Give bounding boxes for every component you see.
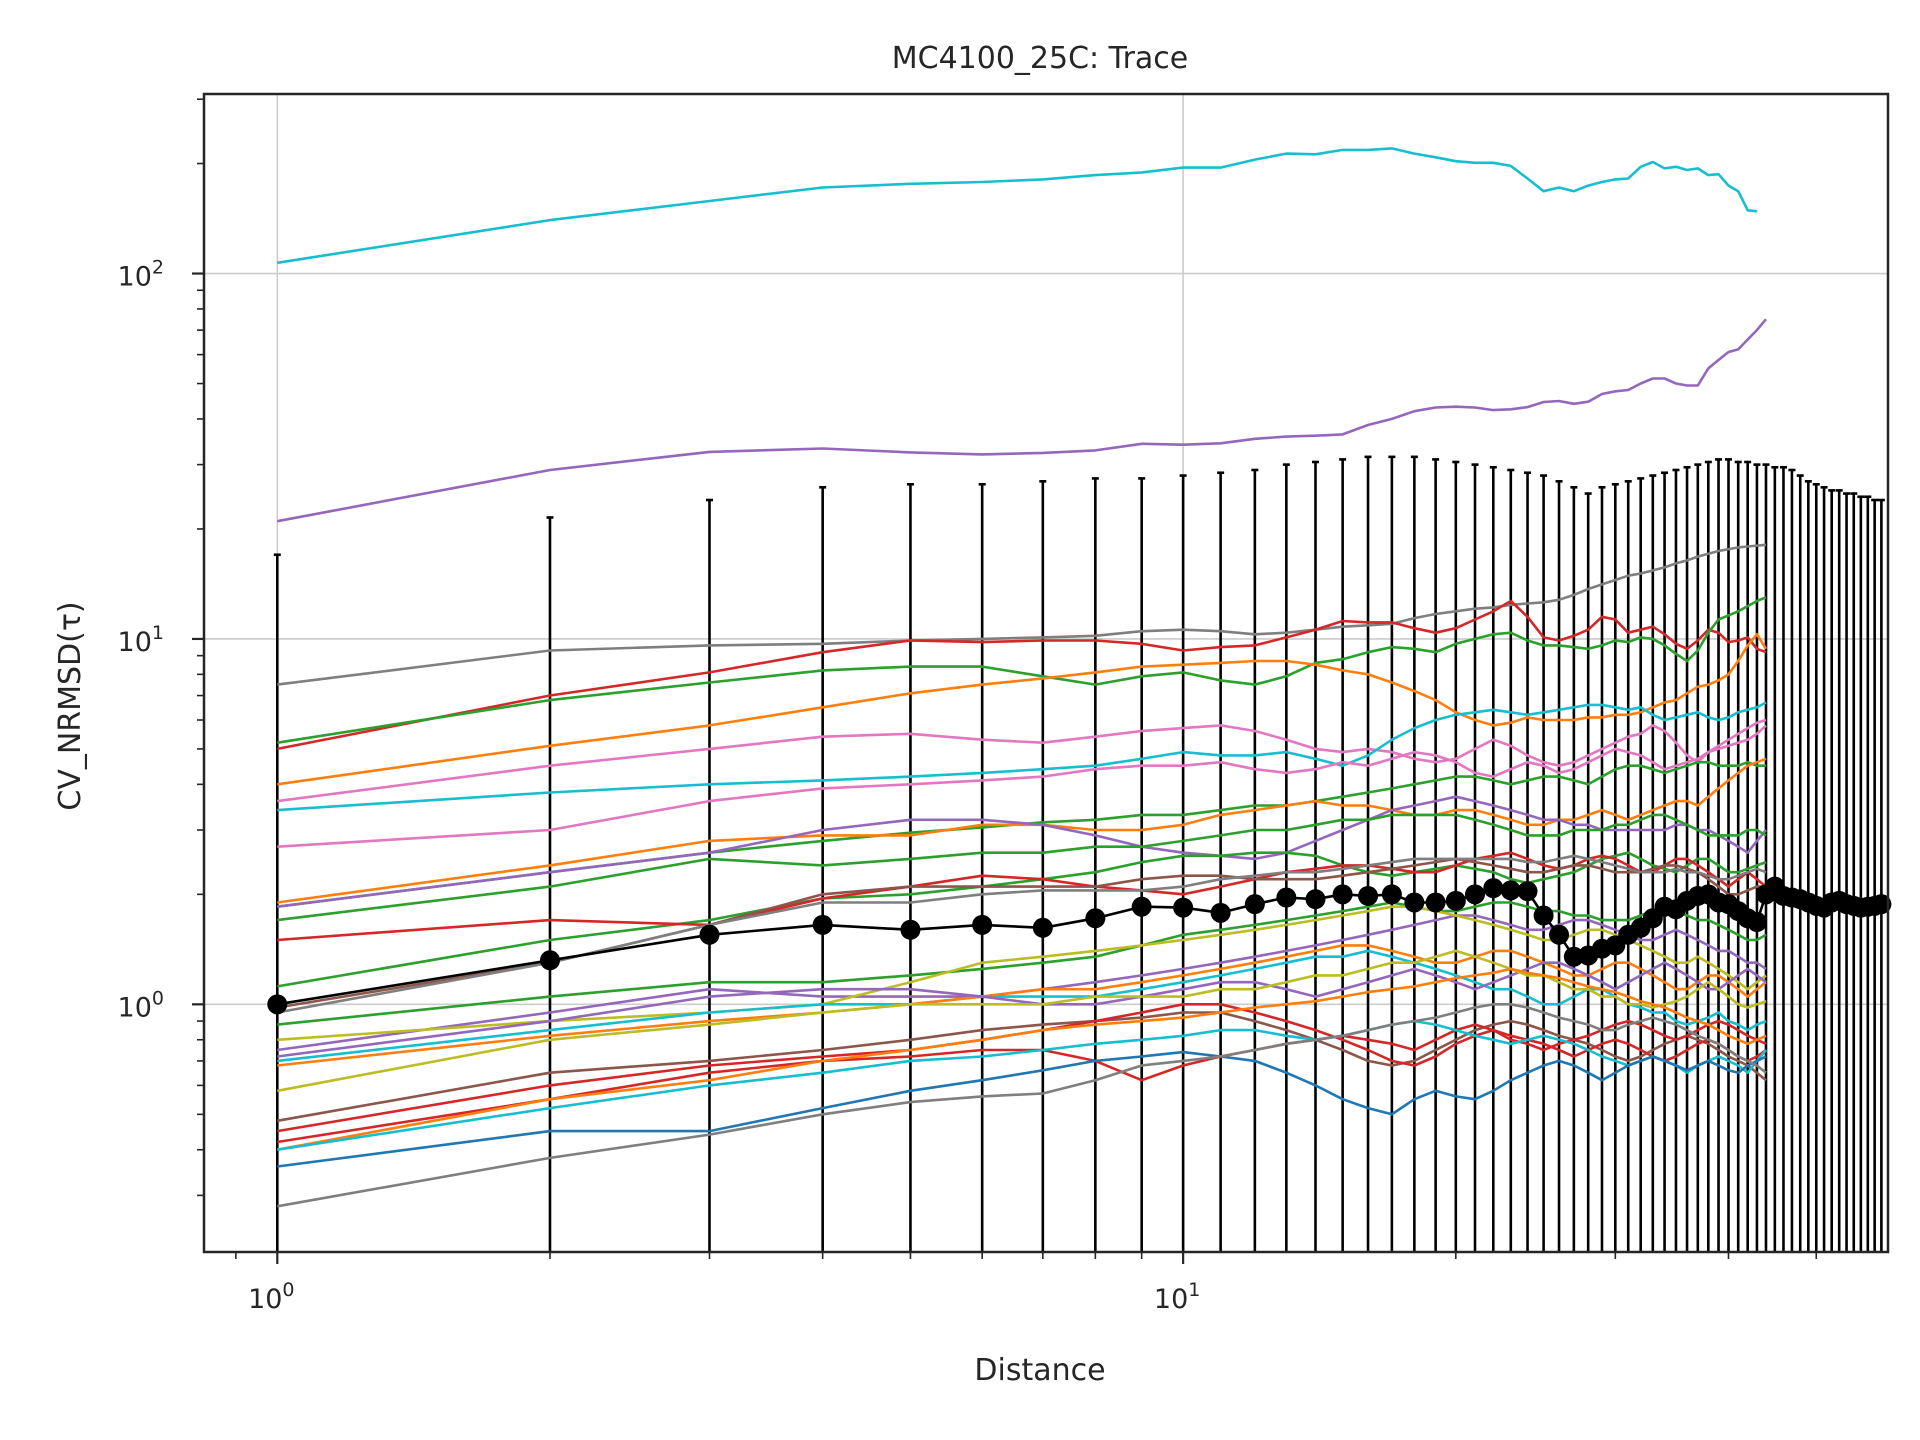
- series-line-19: [277, 914, 1767, 1052]
- mean-point: [900, 919, 921, 940]
- mean-point: [1549, 924, 1570, 945]
- series-line-1: [277, 147, 1758, 265]
- y-axis-label: CV_NRMSD(τ): [53, 601, 88, 810]
- mean-point: [1032, 917, 1053, 938]
- mean-series: [267, 876, 1892, 1015]
- series-line-6: [277, 632, 1768, 786]
- x-axis-label: Distance: [974, 1353, 1105, 1388]
- series-line-14: [277, 851, 1767, 988]
- mean-point: [972, 914, 993, 935]
- series-line-13: [277, 813, 1767, 922]
- y-tick-label: 102: [118, 257, 164, 293]
- mean-point: [1305, 889, 1326, 910]
- series-line-4: [277, 599, 1767, 751]
- series-line-17: [277, 854, 1767, 1014]
- series-line-9: [277, 724, 1767, 848]
- mean-point: [1465, 884, 1486, 905]
- mean-point: [1500, 880, 1521, 901]
- mean-point: [1425, 892, 1446, 913]
- mean-point: [1244, 894, 1265, 915]
- series-line-22: [277, 944, 1767, 1067]
- series-line-31: [277, 1002, 1767, 1208]
- mean-point: [267, 994, 288, 1015]
- x-tick-label: 100: [248, 1279, 294, 1315]
- series-line-26: [277, 1002, 1767, 1133]
- mean-point: [1404, 892, 1425, 913]
- mean-point: [1445, 890, 1466, 911]
- mean-point: [1517, 881, 1538, 902]
- mean-point: [1210, 902, 1231, 923]
- series-line-2: [277, 318, 1767, 523]
- mean-point: [1358, 885, 1379, 906]
- y-tick-label: 101: [118, 622, 164, 658]
- mean-point: [1131, 896, 1152, 917]
- mean-point: [1483, 878, 1504, 899]
- mean-point: [699, 924, 720, 945]
- series-line-11: [277, 757, 1767, 904]
- mean-point: [1871, 894, 1892, 915]
- mean-point: [1085, 908, 1106, 929]
- mean-point: [1173, 897, 1194, 918]
- mean-point: [812, 914, 833, 935]
- plot-frame: [202, 92, 1890, 1254]
- series-line-20: [277, 905, 1767, 1042]
- axes: 100 101 100 101 102: [118, 98, 1818, 1315]
- mean-point: [1332, 884, 1353, 905]
- mean-point: [1276, 887, 1297, 908]
- mean-point: [1533, 905, 1554, 926]
- y-tick-label: 100: [118, 987, 164, 1023]
- series-line-27: [277, 1019, 1767, 1144]
- series-line-24: [277, 949, 1767, 1093]
- x-tick-label: 101: [1154, 1279, 1200, 1315]
- series-line-5: [277, 596, 1767, 744]
- series-line-18: [277, 901, 1767, 1026]
- series-line-23: [277, 961, 1767, 1058]
- chart-title: MC4100_25C: Trace: [892, 41, 1189, 76]
- mean-point: [1563, 946, 1584, 967]
- series-line-8: [277, 701, 1767, 812]
- series-line-10: [277, 760, 1766, 908]
- mean-point: [1381, 884, 1402, 905]
- series-line-28: [277, 967, 1767, 1151]
- series-line-30: [277, 1050, 1767, 1168]
- error-bars: [273, 455, 1885, 1252]
- mean-point: [539, 950, 560, 971]
- mean-point: [1746, 912, 1767, 933]
- series-line-15: [277, 851, 1767, 942]
- series-lines: [277, 147, 1768, 1208]
- series-line-7: [277, 718, 1767, 803]
